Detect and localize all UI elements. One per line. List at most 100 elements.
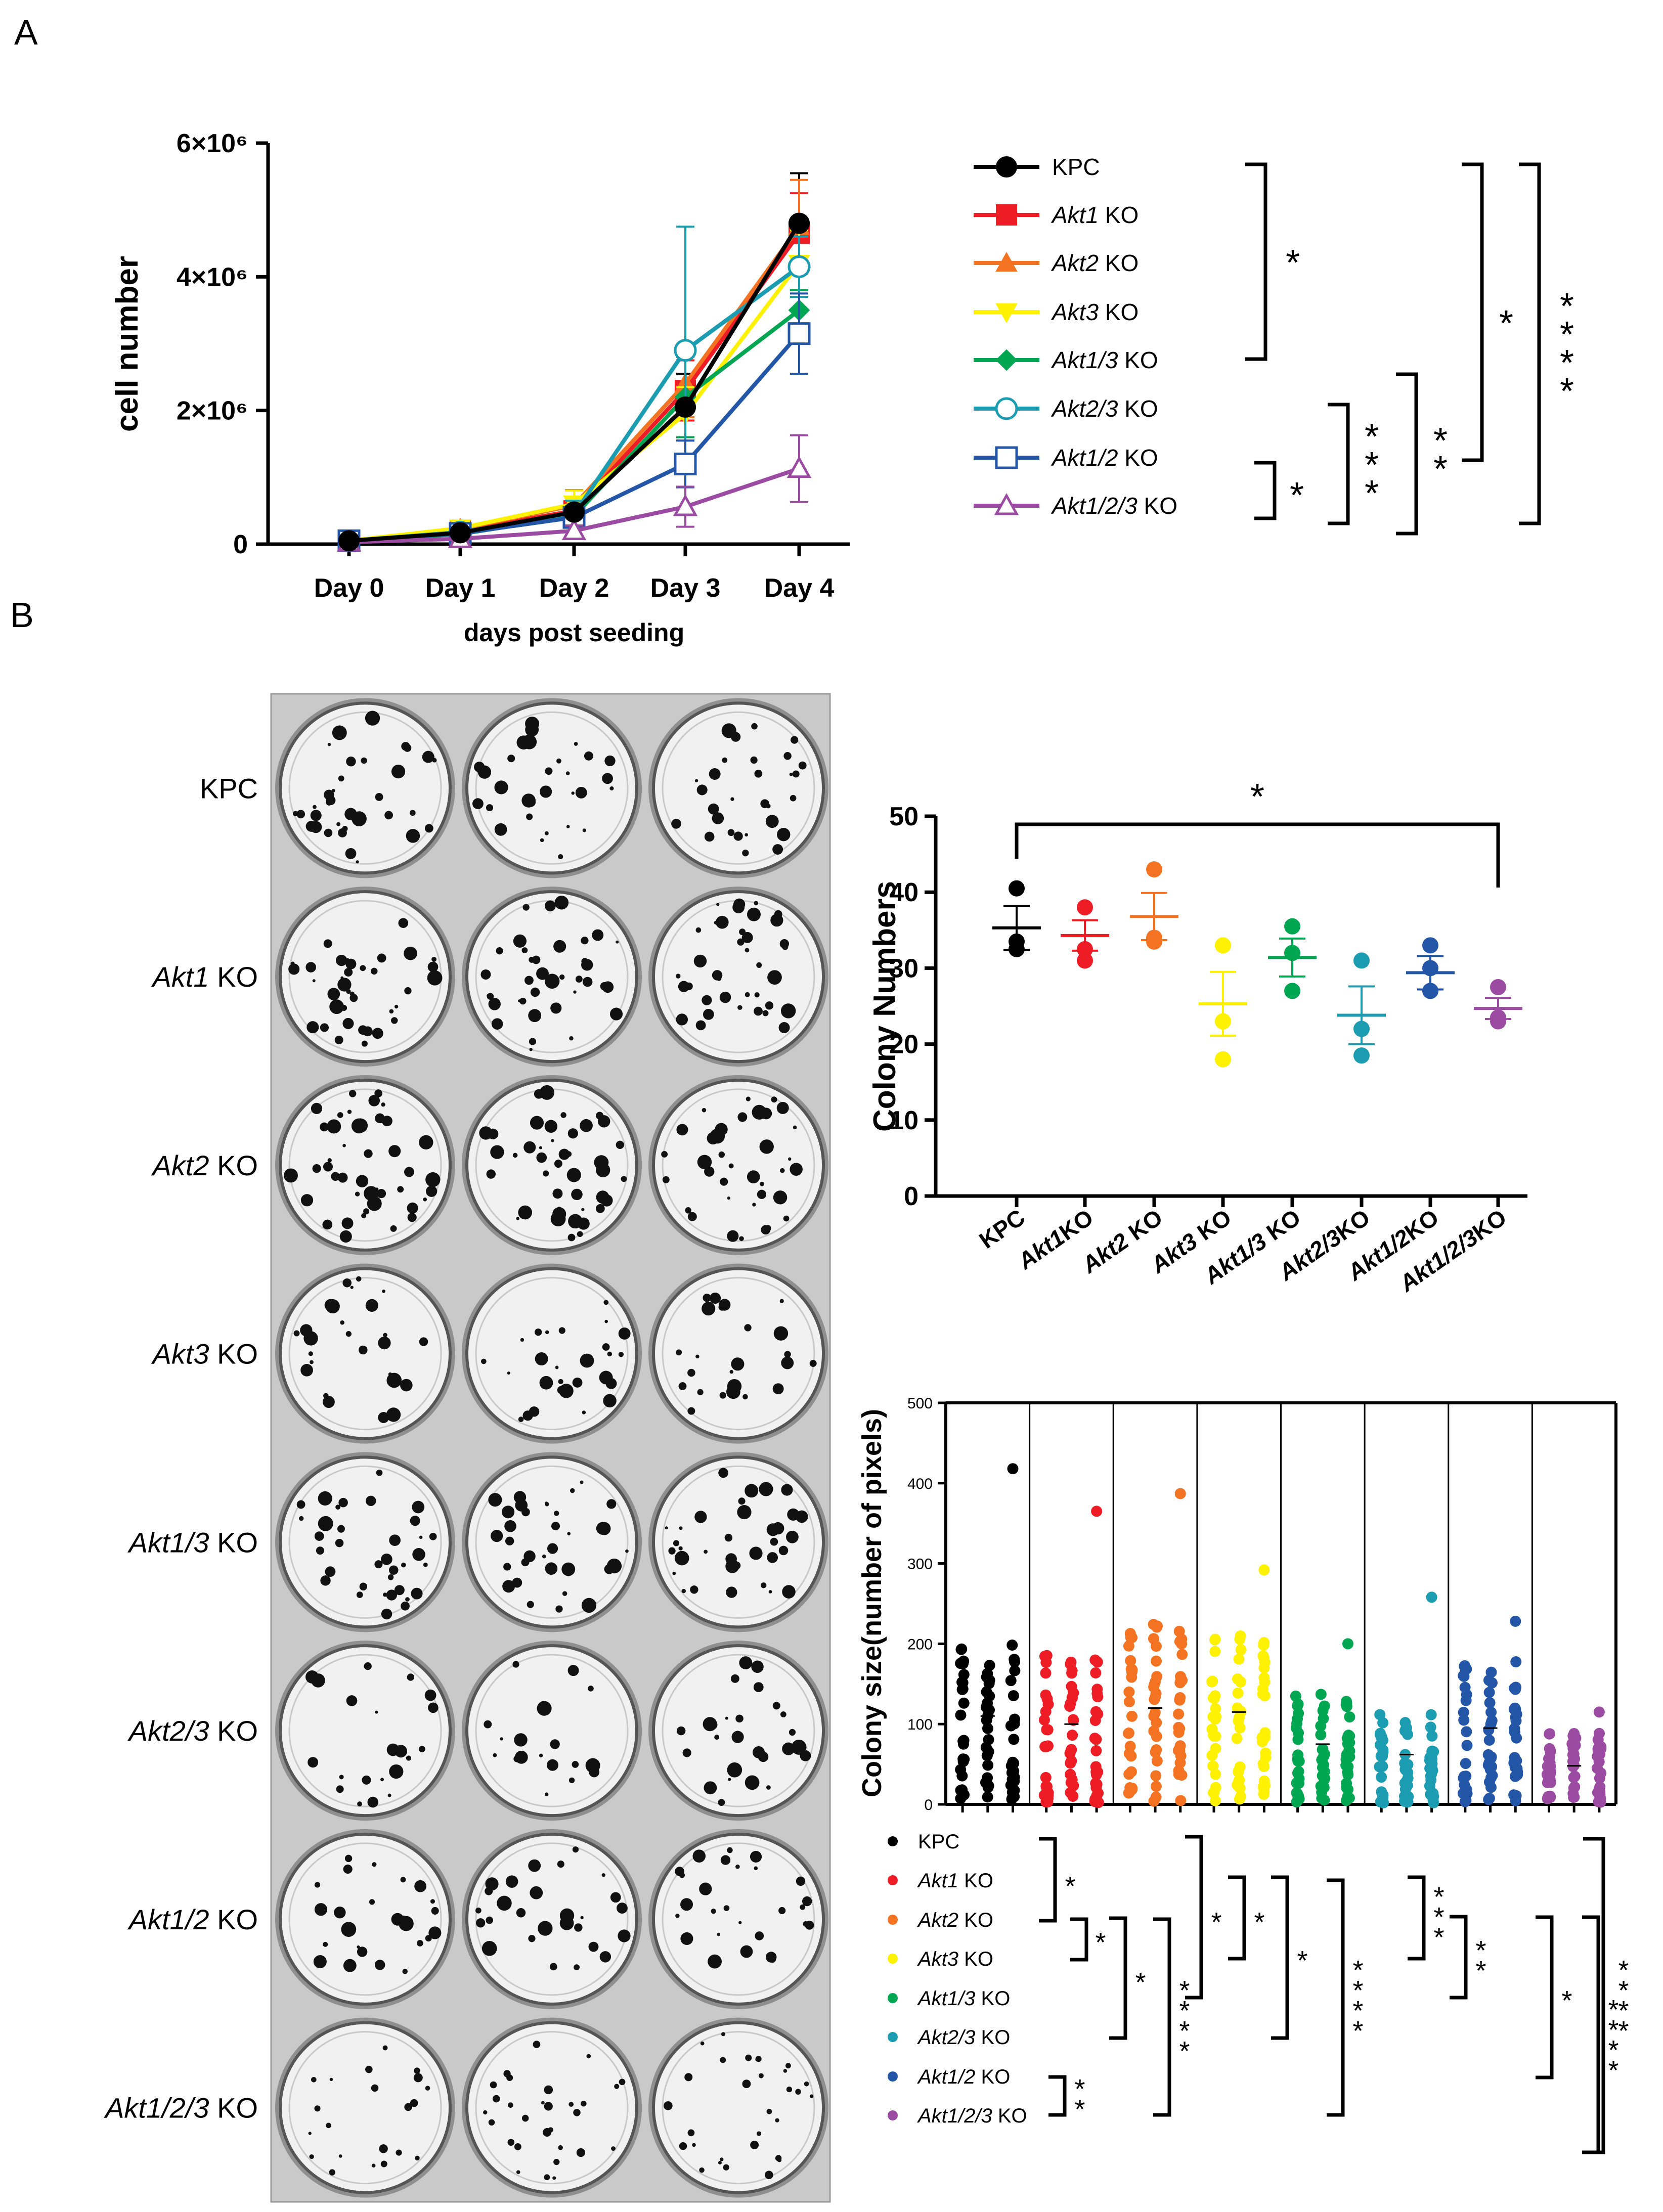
data-point: [1041, 1785, 1053, 1796]
colony-spot: [371, 967, 378, 975]
colony-spot: [485, 1877, 499, 1891]
colony-spot: [382, 2045, 388, 2051]
group-akt2-ko: [1123, 1488, 1188, 1812]
colony-spot: [500, 1737, 503, 1741]
sig-stars: * * *: [1365, 417, 1379, 514]
colony-spot: [415, 2155, 420, 2161]
well-inner-ring: [475, 2031, 629, 2185]
data-point: [1065, 1656, 1077, 1668]
colony-spot: [324, 828, 333, 837]
sig-bracket: [1153, 1917, 1171, 2117]
colony-spot: [490, 2081, 497, 2089]
colony-spot: [423, 1562, 428, 1567]
colony-spot: [388, 1145, 401, 1158]
x-tick-label: Day 4: [764, 573, 835, 603]
culture-well: [275, 1641, 455, 1821]
colony-spot: [604, 755, 616, 767]
colony-spot: [695, 1354, 699, 1359]
legend-label-part: KO: [958, 1870, 993, 1892]
colony-spot: [783, 1215, 790, 1222]
colony-spot: [530, 1116, 544, 1130]
colony-spot: [778, 1022, 790, 1034]
colony-spot: [757, 1189, 767, 1199]
data-point: [981, 1714, 992, 1726]
colony-spot: [423, 1197, 427, 1202]
legend-label-part: KO: [975, 2066, 1010, 2088]
colony-spot: [419, 1337, 428, 1346]
colony-spot: [391, 765, 406, 779]
colony-spot: [358, 1025, 368, 1035]
data-point: [1376, 1772, 1387, 1783]
colony-spot: [327, 1119, 341, 1134]
colony-spot: [494, 823, 507, 836]
colony-spot: [335, 1538, 344, 1547]
data-point: [673, 494, 698, 516]
colony-spot: [694, 1511, 707, 1523]
colony-spot: [324, 789, 334, 800]
plate-row-label-part: Akt1/2/3: [104, 2092, 209, 2124]
colony-spot: [312, 979, 316, 983]
legend-label-part: KO: [1099, 202, 1139, 228]
colony-spot: [751, 723, 758, 730]
data-point: [1175, 1795, 1187, 1806]
colony-spot: [513, 934, 527, 948]
well-floor: [465, 1078, 638, 1252]
colony-spot: [777, 827, 791, 842]
colony-spot: [407, 1673, 415, 1681]
sig-stars-star: *: [1433, 421, 1448, 461]
plate-row-label-part: Akt3: [151, 1338, 209, 1370]
colony-spot: [307, 1021, 319, 1034]
data-point: [1006, 1786, 1018, 1798]
colony-spot: [311, 2076, 317, 2083]
data-point: [1124, 1741, 1136, 1752]
data-point: [1009, 1665, 1021, 1676]
well-floor: [279, 1078, 452, 1252]
data-point: [1375, 1796, 1386, 1808]
colony-spot: [739, 1236, 744, 1242]
colony-spot: [529, 1048, 533, 1051]
colony-spot: [804, 2081, 809, 2087]
colony-spot: [720, 1177, 728, 1186]
colony-spot: [725, 1716, 728, 1720]
colony-spot: [733, 831, 743, 841]
colony-spot: [331, 1172, 340, 1181]
colony-spot: [346, 757, 356, 767]
data-point: [1175, 1671, 1187, 1683]
colony-spot: [567, 1665, 579, 1676]
colony-spot: [809, 1359, 817, 1367]
colony-spot: [742, 1394, 748, 1400]
data-point: [1150, 1691, 1161, 1703]
colony-spot: [344, 967, 353, 977]
colony-spot: [540, 838, 544, 843]
sig-stars: * *: [1074, 2074, 1085, 2125]
colony-spot: [545, 1330, 549, 1335]
data-point: [1399, 1784, 1411, 1795]
culture-well: [275, 887, 455, 1067]
legend-label: Akt1/3 KO: [917, 1987, 1010, 2010]
well-inner-ring: [662, 1465, 815, 1619]
colony-spot: [429, 1532, 437, 1540]
well-floor: [465, 1267, 638, 1440]
colony-size-significance: *** * * * ** ** * * * ** * * * ** * * * ** * * ** *: [1039, 1835, 1629, 2154]
colony-spot: [366, 1495, 376, 1507]
data-point: [674, 452, 697, 475]
colony-spot: [523, 1550, 536, 1563]
colony-spot: [572, 1846, 579, 1853]
data-point: [1512, 1766, 1523, 1778]
data-point: [1215, 937, 1231, 954]
colony-spot: [721, 2032, 726, 2037]
colony-spot: [680, 1898, 693, 1911]
colony-spot: [335, 1505, 341, 1510]
colony-spot: [779, 939, 790, 949]
colony-spot: [544, 974, 560, 989]
colony-spot: [320, 1575, 331, 1586]
colony-spot: [765, 2171, 773, 2179]
colony-spot: [486, 1916, 494, 1924]
colony-spot: [486, 804, 494, 812]
data-point: [1173, 1708, 1185, 1720]
colony-spot: [568, 2102, 574, 2107]
legend-label: Akt3 KO: [917, 1948, 993, 1970]
data-point: [1067, 1790, 1079, 1802]
group-akt1-2-3-ko: [1541, 1706, 1607, 1812]
colony-spot: [703, 1294, 711, 1302]
